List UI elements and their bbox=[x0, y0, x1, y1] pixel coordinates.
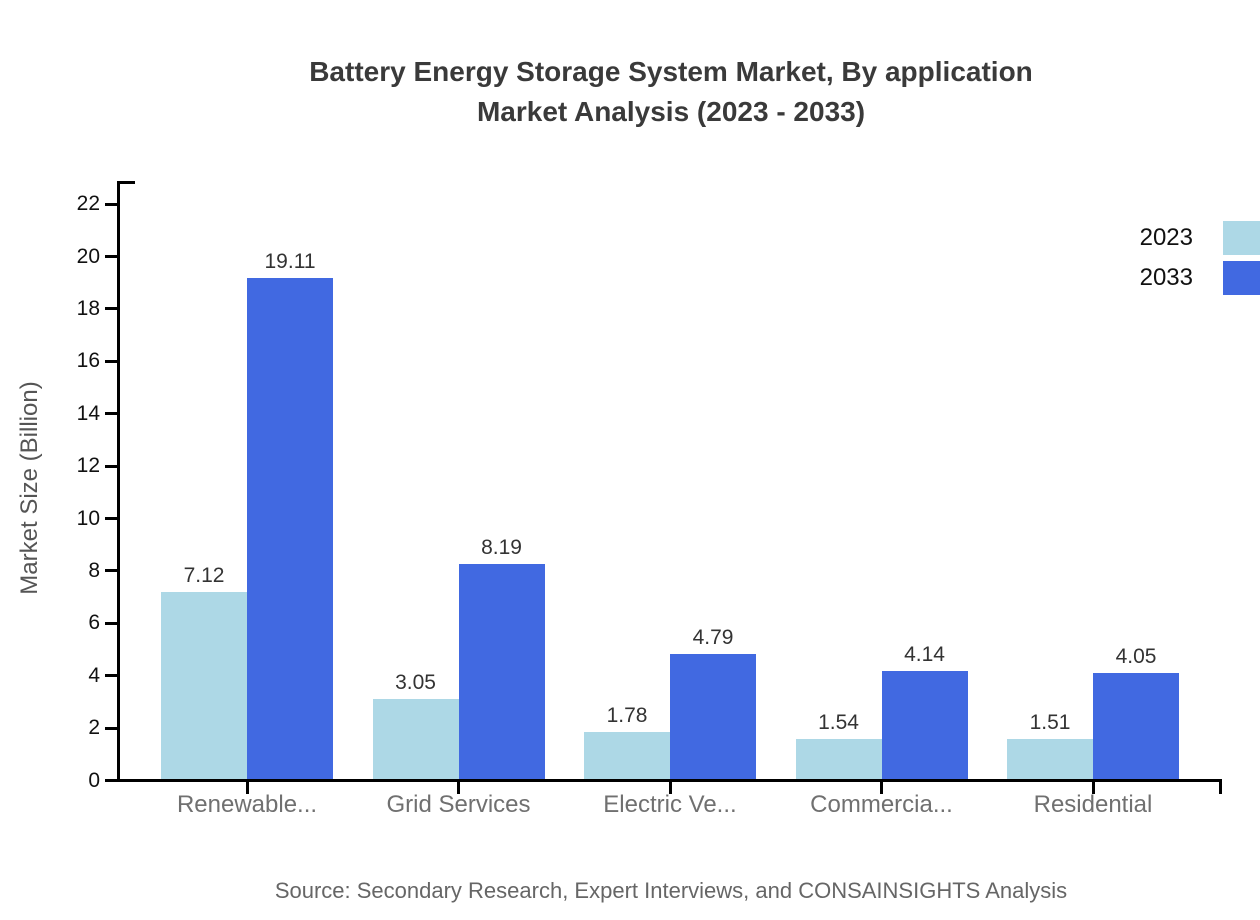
x-category-label: Electric Ve... bbox=[603, 791, 737, 818]
chart-title-line-1: Battery Energy Storage System Market, By… bbox=[309, 56, 1033, 87]
y-tick-label: 22 bbox=[76, 192, 100, 216]
y-tick bbox=[105, 726, 117, 730]
legend-label: 2023 bbox=[1139, 224, 1193, 251]
y-tick-label: 18 bbox=[76, 296, 100, 320]
y-tick-label: 10 bbox=[76, 506, 100, 530]
x-axis-end-tick bbox=[1219, 779, 1222, 794]
y-tick-label: 2 bbox=[88, 716, 100, 740]
x-tick bbox=[668, 779, 672, 794]
y-tick-label: 12 bbox=[76, 454, 100, 478]
y-tick bbox=[105, 674, 117, 678]
y-tick-label: 14 bbox=[76, 401, 100, 425]
bar-value-label: 4.14 bbox=[904, 642, 945, 666]
chart-title: Battery Energy Storage System Market, By… bbox=[120, 52, 1222, 132]
y-axis-line bbox=[117, 181, 120, 782]
bar-value-label: 1.54 bbox=[818, 710, 859, 734]
y-tick bbox=[105, 307, 117, 311]
y-tick bbox=[105, 517, 117, 520]
y-tick bbox=[105, 464, 117, 468]
bar-value-label: 8.19 bbox=[481, 536, 522, 560]
x-category-label: Residential bbox=[1033, 791, 1153, 818]
bar-value-label: 1.78 bbox=[606, 704, 648, 728]
bar-2023-3 bbox=[795, 738, 882, 779]
y-tick bbox=[105, 621, 117, 625]
bar-2033-0 bbox=[247, 278, 333, 779]
y-tick-label: 4 bbox=[88, 663, 100, 687]
bar-2033-3 bbox=[881, 670, 968, 779]
y-tick-label: 0 bbox=[88, 768, 100, 792]
legend-swatch-2023 bbox=[1223, 221, 1260, 255]
x-tick bbox=[457, 779, 460, 794]
y-tick-label: 8 bbox=[88, 558, 100, 582]
x-tick bbox=[1091, 779, 1095, 794]
x-category-label: Commercia... bbox=[810, 791, 953, 818]
y-tick bbox=[105, 359, 117, 363]
bar-2033-4 bbox=[1093, 672, 1179, 779]
legend-swatch-2033 bbox=[1223, 261, 1260, 295]
y-tick-label: 16 bbox=[76, 349, 100, 373]
y-tick-label: 6 bbox=[88, 611, 100, 635]
source-note: Source: Secondary Research, Expert Inter… bbox=[274, 878, 1068, 903]
bar-value-label: 3.05 bbox=[395, 671, 436, 695]
y-axis-top-cap bbox=[117, 181, 135, 184]
bar-value-label: 1.51 bbox=[1029, 711, 1071, 735]
y-tick bbox=[105, 569, 117, 573]
x-tick bbox=[245, 779, 249, 794]
x-tick bbox=[880, 779, 883, 794]
y-tick bbox=[105, 412, 117, 416]
y-tick bbox=[105, 779, 117, 782]
bar-value-label: 7.12 bbox=[183, 564, 225, 588]
bar-2023-2 bbox=[584, 732, 670, 779]
bar-2033-1 bbox=[458, 564, 545, 779]
legend-label: 2033 bbox=[1139, 264, 1193, 291]
x-category-label: Grid Services bbox=[386, 791, 531, 818]
bar-value-label: 4.05 bbox=[1115, 644, 1157, 668]
bar-2023-0 bbox=[161, 592, 247, 779]
bar-2033-2 bbox=[670, 653, 756, 779]
bar-2023-4 bbox=[1007, 739, 1093, 779]
bar-2023-1 bbox=[372, 699, 459, 779]
bar-value-label: 19.11 bbox=[264, 250, 316, 274]
y-tick-label: 20 bbox=[76, 244, 100, 268]
y-tick bbox=[105, 255, 117, 258]
bar-value-label: 4.79 bbox=[692, 625, 734, 649]
y-tick bbox=[105, 202, 117, 206]
chart-title-line-2: Market Analysis (2023 - 2033) bbox=[476, 96, 866, 127]
x-category-label: Renewable... bbox=[176, 791, 318, 818]
